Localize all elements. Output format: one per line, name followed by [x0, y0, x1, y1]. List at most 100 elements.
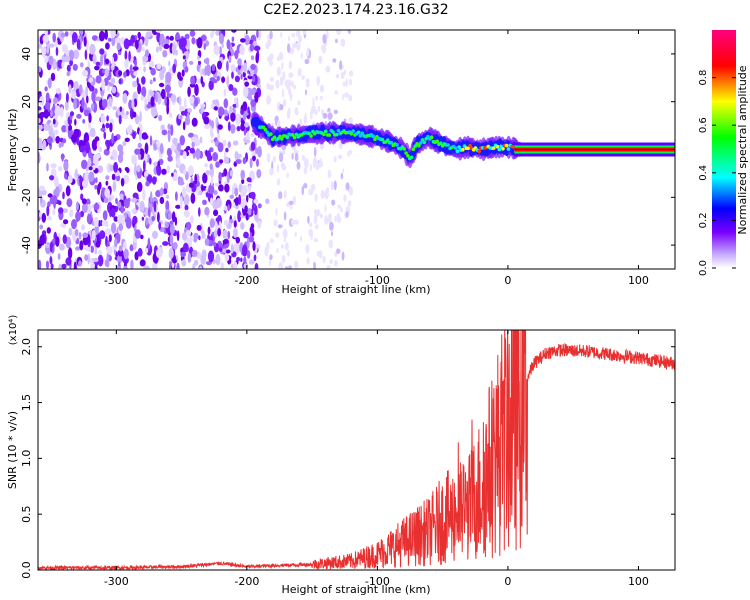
heatmap-cell: [113, 161, 119, 173]
heatmap-cell: [280, 137, 284, 141]
heatmap-cell: [46, 227, 51, 234]
heatmap-cell: [232, 140, 239, 146]
heatmap-cell: [155, 248, 163, 259]
heatmap-cell: [38, 259, 42, 269]
heatmap-cell: [136, 181, 143, 193]
heatmap-cell: [213, 106, 218, 111]
heatmap-cell: [199, 265, 203, 269]
heatmap-cell: [318, 55, 323, 64]
colorbar: 0.0 0.2 0.4 0.6 0.8 Normalized spectral ampl…: [698, 30, 749, 276]
heatmap-cell: [86, 95, 89, 104]
heatmap-cell: [145, 49, 149, 58]
heatmap-cell: [210, 131, 214, 138]
heatmap-cell: [189, 30, 196, 37]
heatmap-cell: [94, 265, 98, 269]
heatmap-cell: [201, 230, 205, 239]
heatmap-cell: [233, 228, 238, 238]
heatmap-cell: [62, 234, 67, 244]
heatmap-cell: [324, 215, 329, 225]
heatmap-cell: [236, 125, 241, 132]
heatmap-cell: [142, 46, 145, 52]
heatmap-cell: [175, 204, 181, 209]
heatmap-cell: [94, 184, 98, 190]
heatmap-cell: [81, 198, 87, 205]
heatmap-cell: [301, 185, 305, 196]
heatmap-cell: [89, 85, 95, 92]
heatmap-cell: [240, 222, 245, 230]
heatmap-cell: [356, 130, 361, 135]
heatmap-cell: [162, 241, 169, 246]
heatmap-cell: [278, 134, 282, 139]
heatmap-cell: [336, 216, 342, 223]
heatmap-cell: [417, 143, 421, 148]
heatmap-cell: [38, 43, 42, 49]
heatmap-cell: [194, 97, 199, 107]
heatmap-cell: [38, 66, 42, 73]
heatmap-cell: [292, 84, 297, 90]
heatmap-cell: [54, 186, 60, 198]
heatmap-cell: [314, 109, 318, 116]
heatmap-cell: [222, 229, 228, 239]
heatmap-cell: [221, 76, 226, 83]
heatmap-cell: [250, 223, 255, 230]
heatmap-cell: [149, 79, 153, 85]
heatmap-cell: [189, 60, 194, 65]
heatmap-cell: [249, 43, 255, 52]
heatmap-cell: [89, 127, 96, 138]
heatmap-cell: [340, 71, 345, 80]
heatmap-cell: [50, 163, 57, 169]
snr-ytick-label: 0.5: [20, 505, 33, 523]
heatmap-cell: [143, 66, 147, 73]
heatmap-cell: [69, 209, 74, 218]
heatmap-cell: [98, 30, 105, 42]
heatmap-cell: [82, 202, 88, 214]
heatmap-cell: [309, 134, 313, 138]
heatmap-cell: [371, 134, 376, 138]
heatmap-cell: [120, 205, 125, 214]
heatmap-cell: [323, 129, 328, 134]
heatmap-cell: [146, 104, 153, 109]
heatmap-cell: [206, 150, 212, 162]
spectrogram-xtick-label: 100: [628, 274, 649, 287]
heatmap-cell: [142, 188, 146, 201]
heatmap-cell: [190, 75, 196, 85]
heatmap-cell: [71, 32, 78, 43]
heatmap-cell: [265, 130, 270, 135]
heatmap-cell: [144, 134, 149, 140]
heatmap-cell: [113, 135, 118, 142]
heatmap-cell: [286, 172, 290, 179]
heatmap-cell: [242, 244, 248, 257]
heatmap-cell: [139, 200, 145, 213]
heatmap-cell: [118, 70, 123, 77]
heatmap-cell: [411, 147, 416, 152]
heatmap-cell: [183, 200, 188, 206]
heatmap-cell: [220, 185, 224, 192]
heatmap-cell: [139, 129, 142, 141]
heatmap-cell: [340, 38, 346, 47]
heatmap-cell: [49, 175, 55, 181]
heatmap-cell: [50, 109, 53, 118]
heatmap-cell: [292, 135, 297, 140]
heatmap-cell: [209, 163, 213, 170]
heatmap-cell: [52, 32, 56, 43]
heatmap-cell: [225, 147, 229, 153]
heatmap-cell: [43, 123, 50, 131]
heatmap-cell: [81, 89, 86, 101]
heatmap-cell: [331, 199, 336, 206]
heatmap-cell: [111, 173, 116, 181]
heatmap-cell: [78, 232, 82, 240]
heatmap-cell: [191, 141, 195, 149]
heatmap-cell: [132, 111, 137, 118]
heatmap-cell: [455, 149, 460, 153]
heatmap-cell: [337, 154, 343, 159]
heatmap-cell: [308, 188, 314, 196]
heatmap-cell: [108, 96, 113, 107]
heatmap-cell: [137, 31, 141, 39]
heatmap-cell: [299, 118, 303, 126]
colorbar-tick-label: 0.6: [698, 117, 709, 133]
heatmap-cell: [244, 81, 250, 87]
heatmap-cell: [118, 245, 123, 252]
heatmap-cell: [111, 56, 115, 68]
heatmap-cell: [158, 44, 163, 52]
